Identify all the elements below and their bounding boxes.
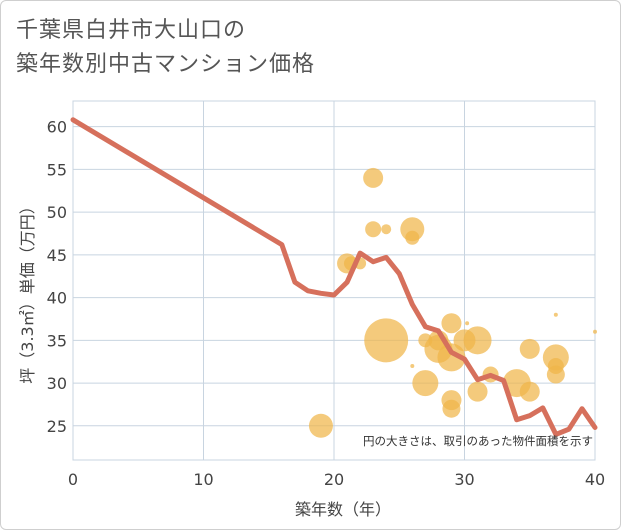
chart-title: 千葉県白井市大山口の 築年数別中古マンション価格: [16, 14, 315, 82]
tick-labels: 0 10 20 30 40 25 30 35 40 45 50 55 60: [47, 118, 606, 489]
chart-title-line-2: 築年数別中古マンション価格: [16, 52, 316, 77]
y-tick-label: 30: [47, 374, 67, 393]
bubble-point: [519, 381, 540, 402]
bubble-point: [405, 230, 420, 245]
x-tick-label: 0: [68, 470, 78, 489]
bubble-point: [308, 413, 333, 438]
bubble-point: [442, 399, 461, 418]
bubble-series: [308, 167, 597, 438]
bubble-point: [465, 321, 470, 326]
bubble-point: [365, 221, 382, 238]
y-tick-label: 45: [47, 246, 67, 265]
x-tick-label: 20: [324, 470, 344, 489]
bubble-point: [593, 329, 597, 334]
bubble-point: [467, 381, 488, 402]
x-axis-label: 築年数（年）: [295, 500, 391, 519]
bubble-point: [412, 370, 439, 397]
y-tick-label: 60: [47, 118, 67, 137]
y-tick-label: 25: [47, 417, 67, 436]
x-tick-label: 30: [454, 470, 474, 489]
bubble-point: [519, 338, 540, 359]
y-tick-label: 35: [47, 331, 67, 350]
bubble-point: [381, 224, 392, 235]
bubble-point: [410, 363, 415, 368]
chart-title-line-1: 千葉県白井市大山口の: [16, 18, 247, 43]
bubble-point: [463, 326, 492, 355]
bubble-point: [437, 343, 466, 372]
y-tick-label: 50: [47, 203, 67, 222]
price-line: [70, 117, 598, 437]
x-tick-label: 40: [585, 470, 605, 489]
bubble-point: [546, 365, 565, 384]
y-tick-label: 40: [47, 289, 67, 308]
bubble-point: [364, 318, 409, 363]
price-line-series: [70, 117, 598, 437]
bubble-point: [363, 167, 384, 188]
size-note: 円の大きさは、取引のあった物件面積を示す: [363, 434, 593, 448]
y-axis-label: 坪（3.3㎡）単価（万円）: [18, 198, 37, 383]
bubble-point: [553, 312, 558, 317]
x-tick-label: 10: [193, 470, 213, 489]
grid: [72, 100, 596, 461]
bubble-point: [441, 313, 462, 334]
y-tick-label: 55: [47, 160, 67, 179]
